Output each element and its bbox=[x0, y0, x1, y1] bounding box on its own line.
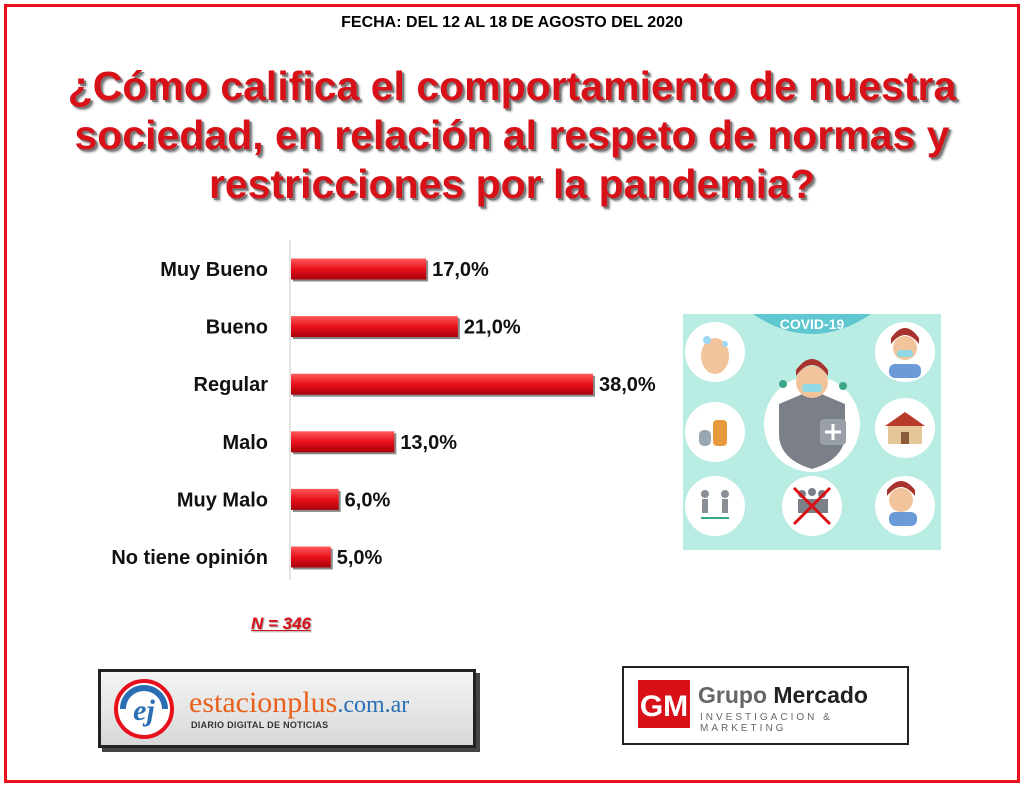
grupo-mercado-subtitle: INVESTIGACION & MARKETING bbox=[700, 712, 833, 734]
value-label: 21,0% bbox=[464, 317, 521, 339]
masked-woman-icon bbox=[875, 322, 935, 382]
sample-size: N = 346 bbox=[251, 614, 312, 633]
estacionplus-subtitle: DIARIO DIGITAL DE NOTICIAS bbox=[191, 720, 329, 730]
no-crowds-icon bbox=[782, 476, 842, 536]
bar bbox=[291, 373, 593, 395]
house-icon bbox=[875, 398, 935, 458]
value-label: 13,0% bbox=[400, 432, 457, 454]
covid-illustration: COVID-19 bbox=[683, 314, 941, 550]
bar bbox=[291, 488, 339, 510]
value-label: 6,0% bbox=[345, 489, 391, 511]
category-label: No tiene opinión bbox=[111, 547, 268, 569]
value-label: 38,0% bbox=[599, 374, 656, 396]
svg-text:ej: ej bbox=[133, 694, 155, 727]
bar bbox=[291, 546, 331, 568]
category-label: Muy Malo bbox=[177, 489, 268, 511]
category-label: Bueno bbox=[206, 317, 268, 339]
grupo-mercado-logo[interactable]: GM Grupo Mercado INVESTIGACION & MARKETI… bbox=[622, 666, 909, 745]
bar bbox=[291, 258, 427, 280]
grupo-mercado-name: Grupo Mercado bbox=[698, 682, 868, 708]
hand-washing-icon bbox=[685, 322, 745, 382]
category-label: Regular bbox=[194, 374, 269, 396]
value-label: 5,0% bbox=[337, 547, 383, 569]
bar-chart: Muy Bueno 17,0% Bueno 21,0% Regular 38,0% Malo… bbox=[111, 240, 656, 580]
social-distance-icon bbox=[685, 476, 745, 536]
bar bbox=[291, 316, 458, 338]
bar bbox=[291, 431, 395, 453]
estacionplus-mark-icon: ej bbox=[114, 679, 174, 739]
chart-title: ¿Cómo califica el comportamiento de nues… bbox=[67, 63, 957, 207]
sneeze-icon bbox=[875, 476, 935, 536]
covid-label: COVID-19 bbox=[780, 316, 845, 332]
survey-date: FECHA: DEL 12 AL 18 DE AGOSTO DEL 2020 bbox=[341, 14, 683, 31]
gm-mark-icon: GM bbox=[638, 680, 690, 728]
page-border bbox=[4, 4, 1020, 783]
svg-text:GM: GM bbox=[640, 690, 688, 723]
estacionplus-logo[interactable]: ej estacionplus.com.ar DIARIO DIGITAL DE… bbox=[98, 669, 476, 748]
category-label: Malo bbox=[222, 432, 268, 454]
estacionplus-name: estacionplus.com.ar bbox=[189, 686, 410, 719]
masked-man-shield-icon bbox=[764, 359, 860, 472]
cleaning-spray-icon bbox=[685, 402, 745, 462]
value-label: 17,0% bbox=[432, 259, 489, 281]
category-label: Muy Bueno bbox=[160, 259, 268, 281]
